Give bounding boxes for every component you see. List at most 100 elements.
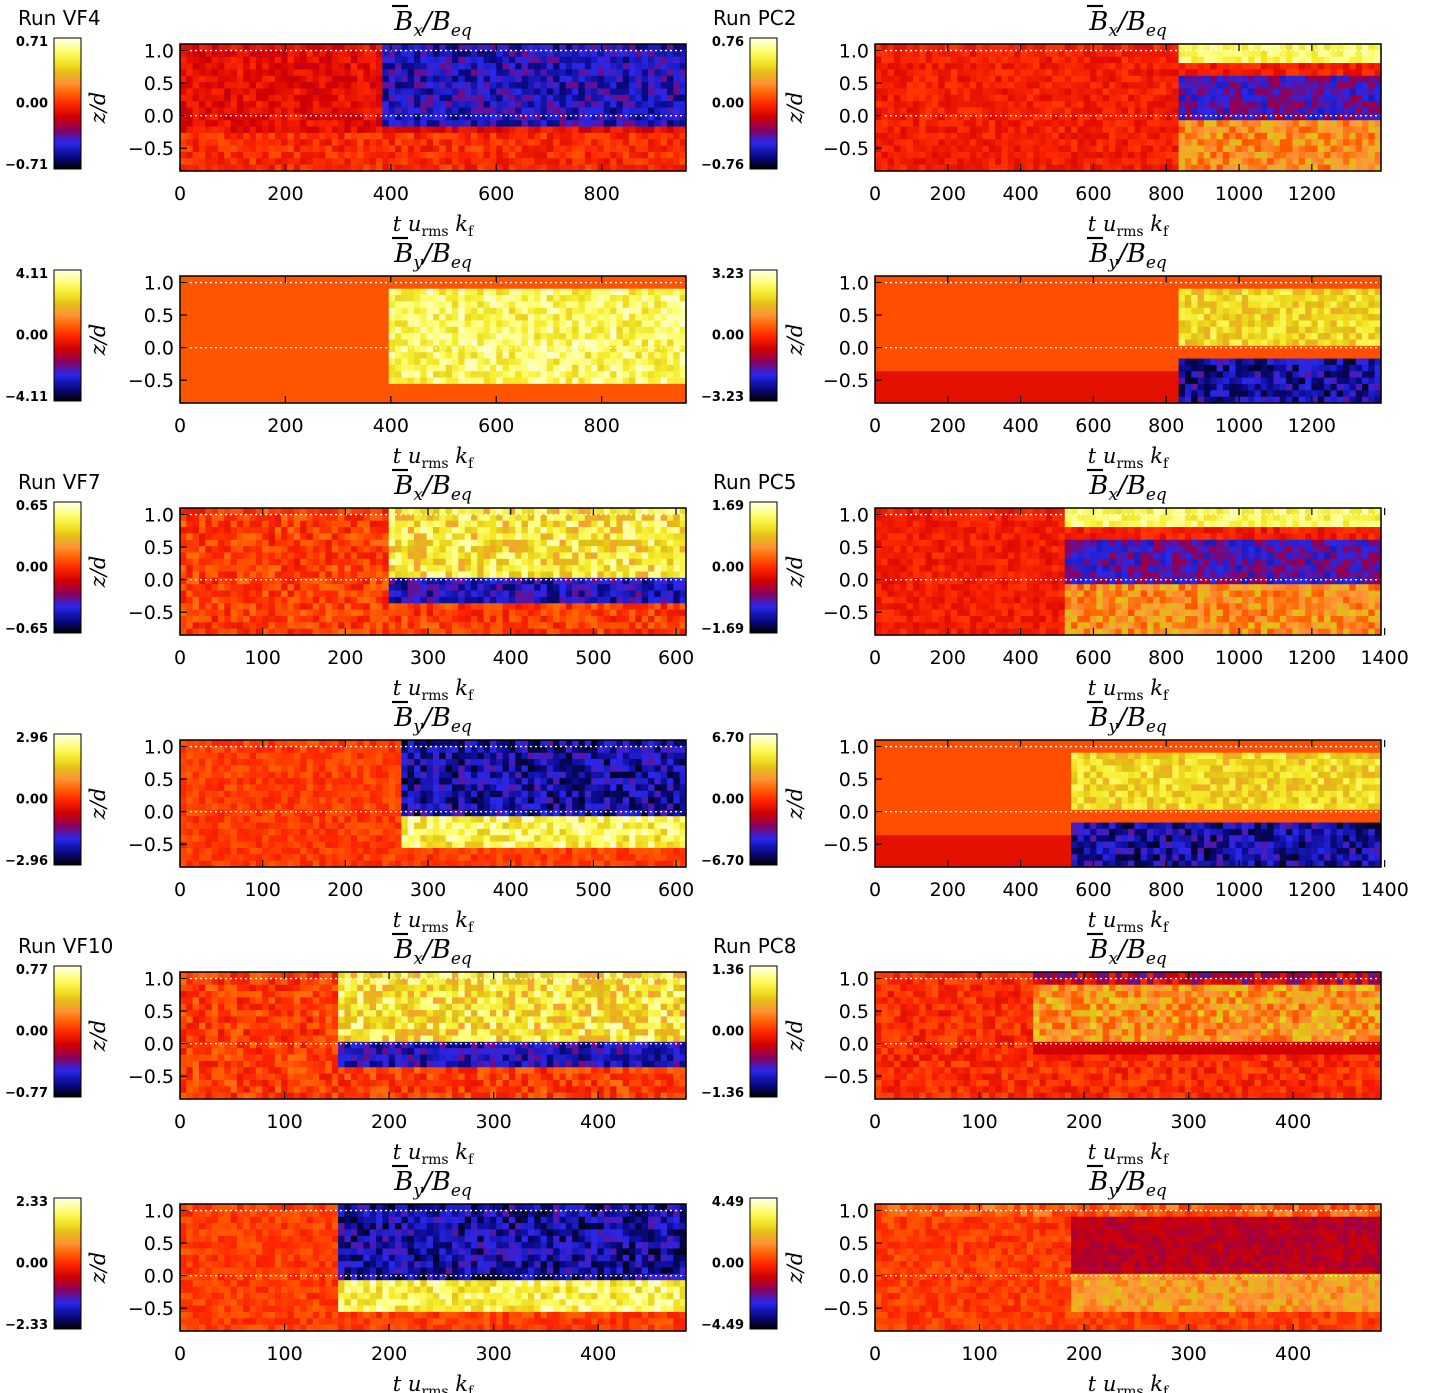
heatmap-cell (180, 320, 187, 328)
heatmap-cell (641, 320, 649, 328)
heatmap-cell (350, 50, 358, 58)
heatmap-cell (893, 50, 901, 58)
heatmap-cell (426, 145, 434, 153)
heatmap-cell (325, 358, 333, 366)
heatmap-cell (1368, 126, 1376, 134)
heatmap-cell (654, 339, 662, 347)
heatmap-cell (230, 139, 238, 147)
heatmap-cell (629, 390, 636, 398)
heatmap-cell (192, 101, 200, 109)
heatmap-cell (648, 113, 655, 121)
heatmap-cell (1172, 75, 1180, 83)
heatmap-cell (249, 371, 257, 379)
heatmap-cell (1355, 113, 1363, 121)
heatmap-cell (875, 377, 882, 385)
heatmap-cell (527, 132, 535, 140)
heatmap-cell (1128, 88, 1135, 96)
heatmap-cell (192, 50, 200, 58)
heatmap-cell (679, 301, 687, 309)
heatmap-cell (597, 44, 605, 51)
heatmap-cell (1096, 107, 1104, 115)
heatmap-cell (1273, 63, 1281, 70)
heatmap-cell (439, 164, 447, 172)
heatmap-cell (420, 151, 428, 159)
heatmap-cell (293, 276, 301, 283)
heatmap-cell (249, 301, 257, 309)
heatmap-cell (312, 151, 320, 159)
heatmap-cell (1191, 158, 1199, 166)
heatmap-cell (224, 164, 232, 172)
heatmap-cell (363, 50, 371, 58)
heatmap-cell (477, 295, 485, 302)
heatmap-cell (445, 358, 453, 366)
heatmap-cell (635, 377, 643, 385)
heatmap-cell (654, 56, 662, 64)
heatmap-cell (306, 288, 314, 296)
heatmap-cell (679, 377, 687, 385)
heatmap-cell (635, 307, 643, 315)
heatmap-cell (407, 145, 415, 153)
heatmap-cell (439, 151, 447, 159)
heatmap-cell (622, 288, 630, 296)
heatmap-cell (578, 50, 586, 58)
heatmap-cell (1159, 164, 1167, 172)
heatmap-cell (546, 113, 554, 121)
heatmap-cell (439, 314, 447, 322)
heatmap-cell (255, 320, 263, 328)
heatmap-cell (376, 288, 383, 296)
heatmap-cell (546, 50, 554, 58)
heatmap-cell (559, 339, 567, 347)
heatmap-cell (1159, 82, 1167, 90)
heatmap-cell (470, 50, 478, 58)
heatmap-cell (673, 44, 681, 51)
heatmap-cell (1134, 94, 1142, 102)
heatmap-cell (893, 101, 901, 109)
heatmap-cell (546, 63, 554, 70)
heatmap-cell (496, 164, 504, 172)
heatmap-cell (565, 288, 573, 296)
y-tick-label: −0.5 (128, 138, 174, 160)
heatmap-cell (641, 113, 649, 121)
heatmap-cell (1077, 56, 1085, 64)
heatmap-cell (667, 44, 674, 51)
heatmap-cell (198, 320, 206, 328)
heatmap-cell (439, 44, 447, 51)
heatmap-cell (489, 145, 497, 153)
y-tick-label: 1.0 (144, 273, 174, 295)
heatmap-cell (654, 288, 662, 296)
heatmap-cell (1128, 120, 1135, 128)
heatmap-cell (331, 107, 339, 115)
heatmap-cell (236, 320, 244, 328)
heatmap-cell (1343, 88, 1350, 96)
heatmap-cell (957, 145, 965, 153)
heatmap-cell (338, 113, 346, 121)
heatmap-cell (357, 44, 365, 51)
heatmap-cell (508, 75, 516, 83)
heatmap-cell (281, 44, 289, 51)
heatmap-cell (262, 88, 270, 96)
heatmap-cell (1317, 158, 1325, 166)
heatmap-cell (610, 126, 618, 134)
heatmap-cell (635, 326, 643, 334)
heatmap-cell (629, 326, 636, 334)
heatmap-cell (944, 56, 952, 64)
heatmap-cell (925, 120, 933, 128)
heatmap-cell (300, 345, 308, 353)
heatmap-cell (1115, 94, 1123, 102)
heatmap-cell (1374, 164, 1382, 172)
heatmap-cell (1317, 56, 1325, 64)
heatmap-cell (515, 164, 523, 172)
heatmap-cell (1197, 113, 1205, 121)
heatmap-cell (306, 364, 314, 372)
heatmap-cell (1216, 88, 1224, 96)
heatmap-cell (1311, 88, 1319, 96)
heatmap-cell (540, 371, 548, 379)
heatmap-cell (496, 352, 504, 360)
heatmap-cell (1115, 82, 1123, 90)
heatmap-cell (414, 75, 421, 83)
heatmap-cell (667, 320, 674, 328)
heatmap-cell (464, 113, 472, 121)
heatmap-cell (331, 82, 339, 90)
heatmap-cell (969, 113, 977, 121)
heatmap-cell (439, 358, 447, 366)
